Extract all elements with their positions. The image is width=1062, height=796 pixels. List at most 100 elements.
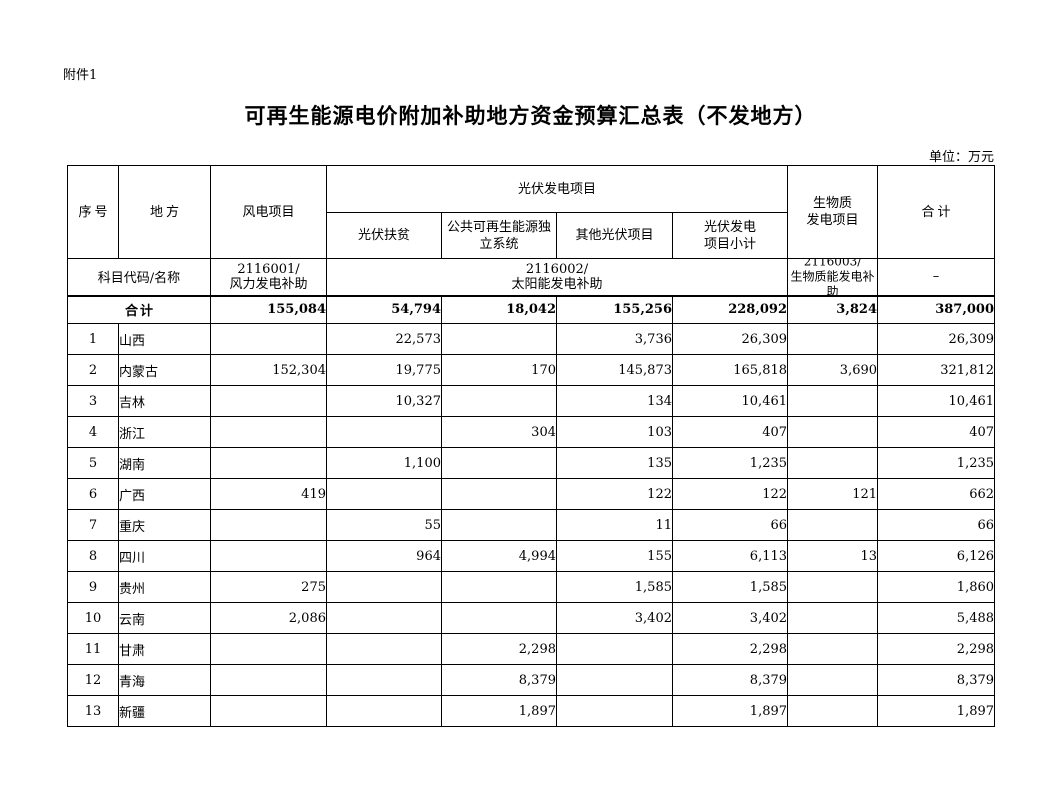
cell-total: 321,812 — [877, 354, 996, 386]
cell-wind: 2,086 — [210, 602, 327, 634]
cell-total: 1,897 — [877, 695, 996, 727]
cell-seq: 12 — [67, 664, 119, 696]
cell-seq: 5 — [67, 447, 119, 479]
cell-pv-public — [441, 447, 557, 479]
cell-pv-other — [556, 633, 673, 665]
cell-pv-poverty — [326, 664, 442, 696]
cell-total: 10,461 — [877, 385, 996, 417]
cell-pv-subtotal: 407 — [671, 416, 789, 448]
col-header-wind: 风电项目 — [210, 165, 327, 259]
cell-total: 407 — [877, 416, 996, 448]
cell-total: 5,488 — [877, 602, 996, 634]
cell-wind — [210, 385, 327, 417]
cell-total: 1,235 — [877, 447, 996, 479]
total-pv-other: 155,256 — [556, 294, 673, 324]
cell-pv-poverty — [326, 602, 442, 634]
cell-region: 山西 — [118, 323, 211, 355]
cell-seq: 4 — [67, 416, 119, 448]
cell-pv-poverty: 964 — [326, 540, 442, 572]
cell-total: 26,309 — [877, 323, 996, 355]
total-pv-public: 18,042 — [441, 294, 557, 324]
col-header-pv-other: 其他光伏项目 — [556, 212, 673, 259]
cell-pv-subtotal: 2,298 — [671, 633, 789, 665]
table-row: 2 内蒙古 152,304 19,775 170 145,873 165,818… — [67, 354, 996, 386]
cell-pv-public — [441, 478, 557, 510]
cell-pv-public — [441, 571, 557, 603]
cell-pv-subtotal: 3,402 — [671, 602, 789, 634]
cell-pv-other: 3,402 — [556, 602, 673, 634]
table-row: 11 甘肃 2,298 2,298 2,298 — [67, 633, 996, 665]
col-header-seq: 序号 — [67, 165, 119, 259]
cell-seq: 7 — [67, 509, 119, 541]
table-row: 7 重庆 55 11 66 66 — [67, 509, 996, 541]
code-wind: 2116001/ 风力发电补助 — [210, 258, 327, 296]
cell-biomass — [787, 509, 879, 541]
cell-pv-other — [556, 695, 673, 727]
cell-total: 2,298 — [877, 633, 996, 665]
cell-biomass — [787, 695, 879, 727]
cell-region: 湖南 — [118, 447, 211, 479]
cell-seq: 2 — [67, 354, 119, 386]
cell-pv-poverty: 22,573 — [326, 323, 442, 355]
cell-seq: 11 — [67, 633, 119, 665]
cell-pv-subtotal: 66 — [671, 509, 789, 541]
cell-region: 浙江 — [118, 416, 211, 448]
cell-seq: 10 — [67, 602, 119, 634]
cell-pv-poverty — [326, 416, 442, 448]
cell-biomass: 13 — [787, 540, 879, 572]
col-header-pv-public: 公共可再生能源独 立系统 — [441, 212, 557, 259]
cell-wind — [210, 633, 327, 665]
col-header-pv-poverty: 光伏扶贫 — [326, 212, 442, 259]
cell-seq: 3 — [67, 385, 119, 417]
col-header-biomass: 生物质 发电项目 — [787, 165, 879, 259]
cell-pv-other: 11 — [556, 509, 673, 541]
cell-pv-other: 155 — [556, 540, 673, 572]
cell-region: 青海 — [118, 664, 211, 696]
cell-total: 6,126 — [877, 540, 996, 572]
cell-seq: 9 — [67, 571, 119, 603]
cell-pv-subtotal: 26,309 — [671, 323, 789, 355]
cell-total: 662 — [877, 478, 996, 510]
cell-pv-poverty — [326, 571, 442, 603]
cell-pv-other: 135 — [556, 447, 673, 479]
table-row: 1 山西 22,573 3,736 26,309 26,309 — [67, 323, 996, 355]
cell-biomass — [787, 447, 879, 479]
cell-wind: 152,304 — [210, 354, 327, 386]
total-biomass: 3,824 — [787, 294, 879, 324]
cell-wind — [210, 695, 327, 727]
cell-total: 8,379 — [877, 664, 996, 696]
cell-region: 贵州 — [118, 571, 211, 603]
code-total: – — [877, 258, 996, 296]
cell-pv-public — [441, 385, 557, 417]
table-row: 3 吉林 10,327 134 10,461 10,461 — [67, 385, 996, 417]
cell-region: 内蒙古 — [118, 354, 211, 386]
table-row: 4 浙江 304 103 407 407 — [67, 416, 996, 448]
cell-wind — [210, 664, 327, 696]
cell-region: 新疆 — [118, 695, 211, 727]
cell-wind — [210, 447, 327, 479]
table-row: 8 四川 964 4,994 155 6,113 13 6,126 — [67, 540, 996, 572]
cell-seq: 1 — [67, 323, 119, 355]
cell-pv-public — [441, 323, 557, 355]
cell-pv-subtotal: 1,235 — [671, 447, 789, 479]
total-row: 合计 155,084 54,794 18,042 155,256 228,092… — [67, 294, 996, 324]
cell-pv-other — [556, 664, 673, 696]
cell-pv-other: 3,736 — [556, 323, 673, 355]
cell-seq: 13 — [67, 695, 119, 727]
unit-note: 单位：万元 — [928, 150, 994, 165]
page-title: 可再生能源电价附加补助地方资金预算汇总表（不发地方） — [244, 103, 817, 128]
cell-biomass — [787, 602, 879, 634]
cell-pv-poverty: 55 — [326, 509, 442, 541]
cell-pv-poverty — [326, 695, 442, 727]
code-pv: 2116002/ 太阳能发电补助 — [325, 258, 789, 296]
total-wind: 155,084 — [210, 294, 327, 324]
code-row-label: 科目代码/名称 — [67, 258, 211, 296]
cell-pv-poverty — [326, 478, 442, 510]
cell-pv-poverty — [326, 633, 442, 665]
cell-region: 四川 — [118, 540, 211, 572]
cell-wind — [210, 416, 327, 448]
cell-pv-poverty: 19,775 — [326, 354, 442, 386]
col-header-pv-subtotal: 光伏发电 项目小计 — [671, 212, 789, 259]
cell-biomass — [787, 416, 879, 448]
